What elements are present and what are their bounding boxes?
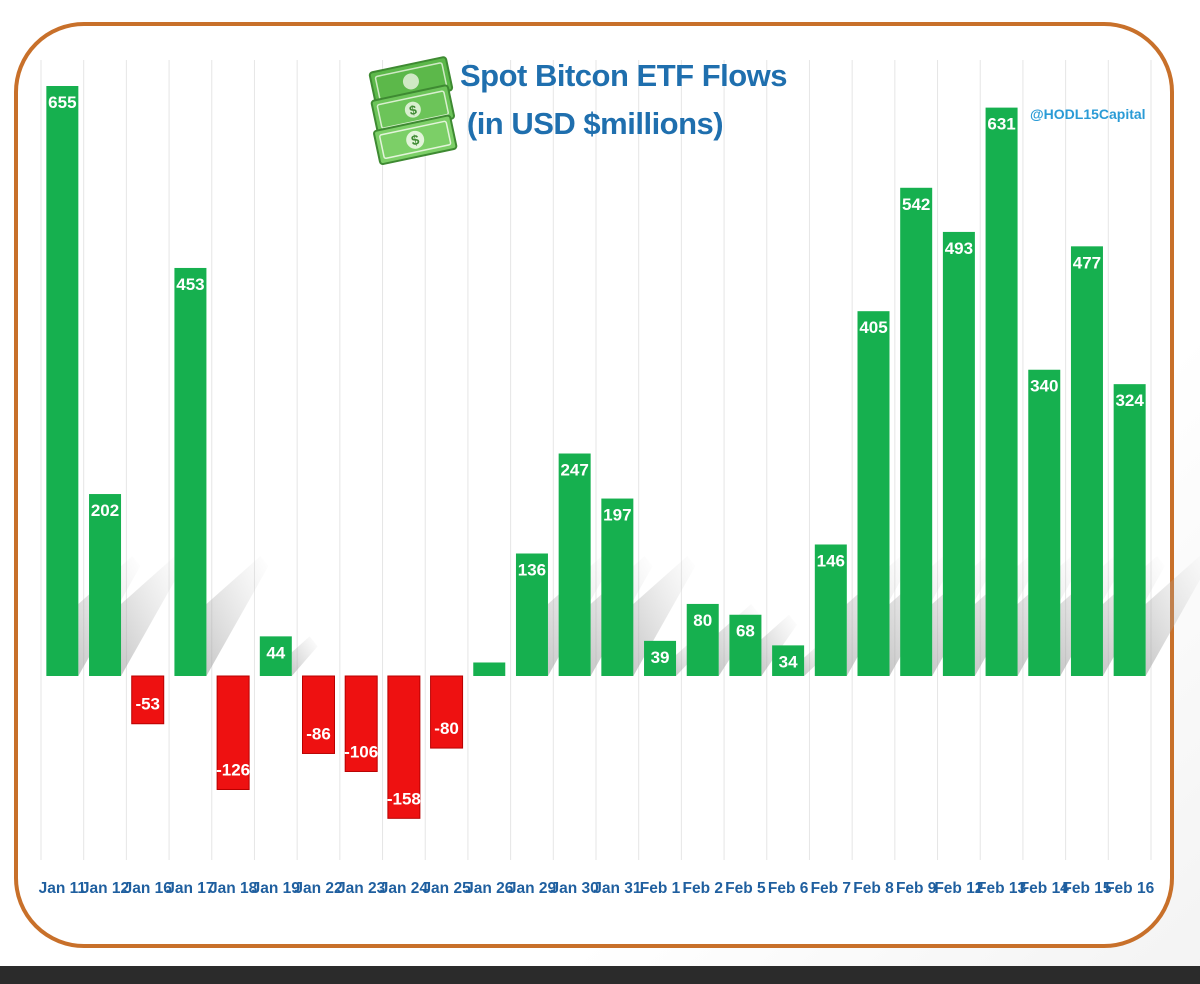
x-tick-label: Feb 1 xyxy=(640,880,681,897)
bar-jan-11 xyxy=(46,86,79,676)
x-tick-label: Feb 15 xyxy=(1062,880,1111,897)
svg-text:$: $ xyxy=(408,102,419,118)
bar-shadow xyxy=(121,556,184,676)
data-label: 340 xyxy=(1030,377,1058,396)
grid-lines xyxy=(40,60,1152,860)
bar-jan-25 xyxy=(430,675,464,749)
bar-jan-30 xyxy=(558,453,591,676)
x-tick-label: Jan 19 xyxy=(252,880,301,897)
x-tick-label: Jan 30 xyxy=(551,880,599,897)
bar-jan-31 xyxy=(601,498,634,676)
bar-jan-16 xyxy=(131,675,165,725)
data-label: 405 xyxy=(859,318,887,337)
bar-jan-17 xyxy=(174,267,207,676)
bar-jan-24 xyxy=(387,675,421,819)
x-tick-label: Jan 11 xyxy=(39,880,87,897)
data-label: 247 xyxy=(560,461,588,480)
data-label: 136 xyxy=(518,560,546,579)
money-stack-icon: $ $ xyxy=(368,56,458,166)
x-tick-label: Jan 12 xyxy=(81,880,129,897)
x-tick-label: Jan 16 xyxy=(124,880,173,897)
x-tick-label: Jan 29 xyxy=(508,880,557,897)
x-tick-label: Feb 7 xyxy=(811,880,851,897)
x-tick-label: Jan 23 xyxy=(337,880,386,897)
bar-feb-1 xyxy=(644,640,677,676)
x-tick-label: Feb 16 xyxy=(1105,880,1154,897)
x-tick-label: Jan 31 xyxy=(593,880,642,897)
data-label: 542 xyxy=(902,195,930,214)
bar-jan-22 xyxy=(302,675,335,754)
bar-shadow xyxy=(1145,556,1200,676)
data-label: 202 xyxy=(91,501,119,520)
bar-feb-5 xyxy=(729,614,762,676)
data-label: -158 xyxy=(387,789,421,808)
data-label: 197 xyxy=(603,506,631,525)
x-tick-label: Feb 9 xyxy=(896,880,937,897)
data-label: -106 xyxy=(344,742,378,761)
bar-feb-16 xyxy=(1113,384,1146,676)
bar-jan-18 xyxy=(216,675,250,790)
x-tick-label: Feb 6 xyxy=(768,880,809,897)
data-label: 324 xyxy=(1115,391,1144,410)
data-label: 453 xyxy=(176,275,204,294)
bar-feb-2 xyxy=(686,603,719,676)
bars xyxy=(46,86,1146,819)
x-tick-label: Jan 26 xyxy=(465,880,514,897)
data-label: -86 xyxy=(306,724,331,743)
bar-shadow xyxy=(206,556,269,676)
bar-feb-13 xyxy=(985,107,1018,676)
bar-jan-29 xyxy=(515,553,548,676)
chart-title: Spot Bitcon ETF Flows xyxy=(460,58,788,93)
data-label: 80 xyxy=(693,611,712,630)
x-tick-label: Feb 13 xyxy=(977,880,1026,897)
x-tick-label: Feb 2 xyxy=(682,880,722,897)
x-tick-label: Jan 22 xyxy=(294,880,342,897)
svg-text:$: $ xyxy=(410,131,421,148)
data-label: 477 xyxy=(1073,253,1101,272)
x-tick-label: Jan 17 xyxy=(166,880,214,897)
data-label: 68 xyxy=(736,622,755,641)
data-label: -80 xyxy=(434,719,459,738)
data-label: 39 xyxy=(651,648,670,667)
data-label: 34 xyxy=(779,652,798,671)
data-label: 631 xyxy=(987,115,1015,134)
data-label: -126 xyxy=(216,760,250,779)
bar-feb-12 xyxy=(942,231,975,677)
chart-title-block: Spot Bitcon ETF Flows (in USD $millions) xyxy=(460,52,788,148)
bar-feb-8 xyxy=(857,311,890,676)
x-tick-label: Feb 8 xyxy=(853,880,894,897)
data-label: 146 xyxy=(817,551,845,570)
bar-feb-6 xyxy=(772,645,805,676)
bar-jan-26 xyxy=(473,662,506,676)
bar-feb-15 xyxy=(1070,246,1103,676)
x-tick-label: Jan 24 xyxy=(380,880,429,897)
bar-feb-14 xyxy=(1028,369,1061,676)
watermark: @HODL15Capital xyxy=(1030,106,1146,122)
bar-feb-7 xyxy=(814,544,847,676)
bar-jan-19 xyxy=(259,636,292,676)
x-tick-label: Feb 5 xyxy=(725,880,766,897)
data-label: 655 xyxy=(48,93,76,112)
data-label: 44 xyxy=(266,643,285,662)
data-label: -53 xyxy=(135,695,160,714)
bar-feb-9 xyxy=(900,187,933,676)
chart-subtitle: (in USD $millions) xyxy=(466,106,724,141)
bar-jan-12 xyxy=(89,494,122,676)
x-tick-label: Feb 14 xyxy=(1020,880,1069,897)
x-tick-label: Jan 25 xyxy=(422,880,471,897)
bar-shadow xyxy=(291,636,318,676)
data-label: 493 xyxy=(945,239,973,258)
bottom-strip xyxy=(0,966,1200,984)
x-tick-label: Jan 18 xyxy=(209,880,258,897)
data-labels: 655 202 -53 453 -126 44 -86 -106 -158 -80 136 247 19… xyxy=(48,93,1144,808)
x-tick-label: Feb 12 xyxy=(934,880,983,897)
bar-jan-23 xyxy=(344,675,378,772)
